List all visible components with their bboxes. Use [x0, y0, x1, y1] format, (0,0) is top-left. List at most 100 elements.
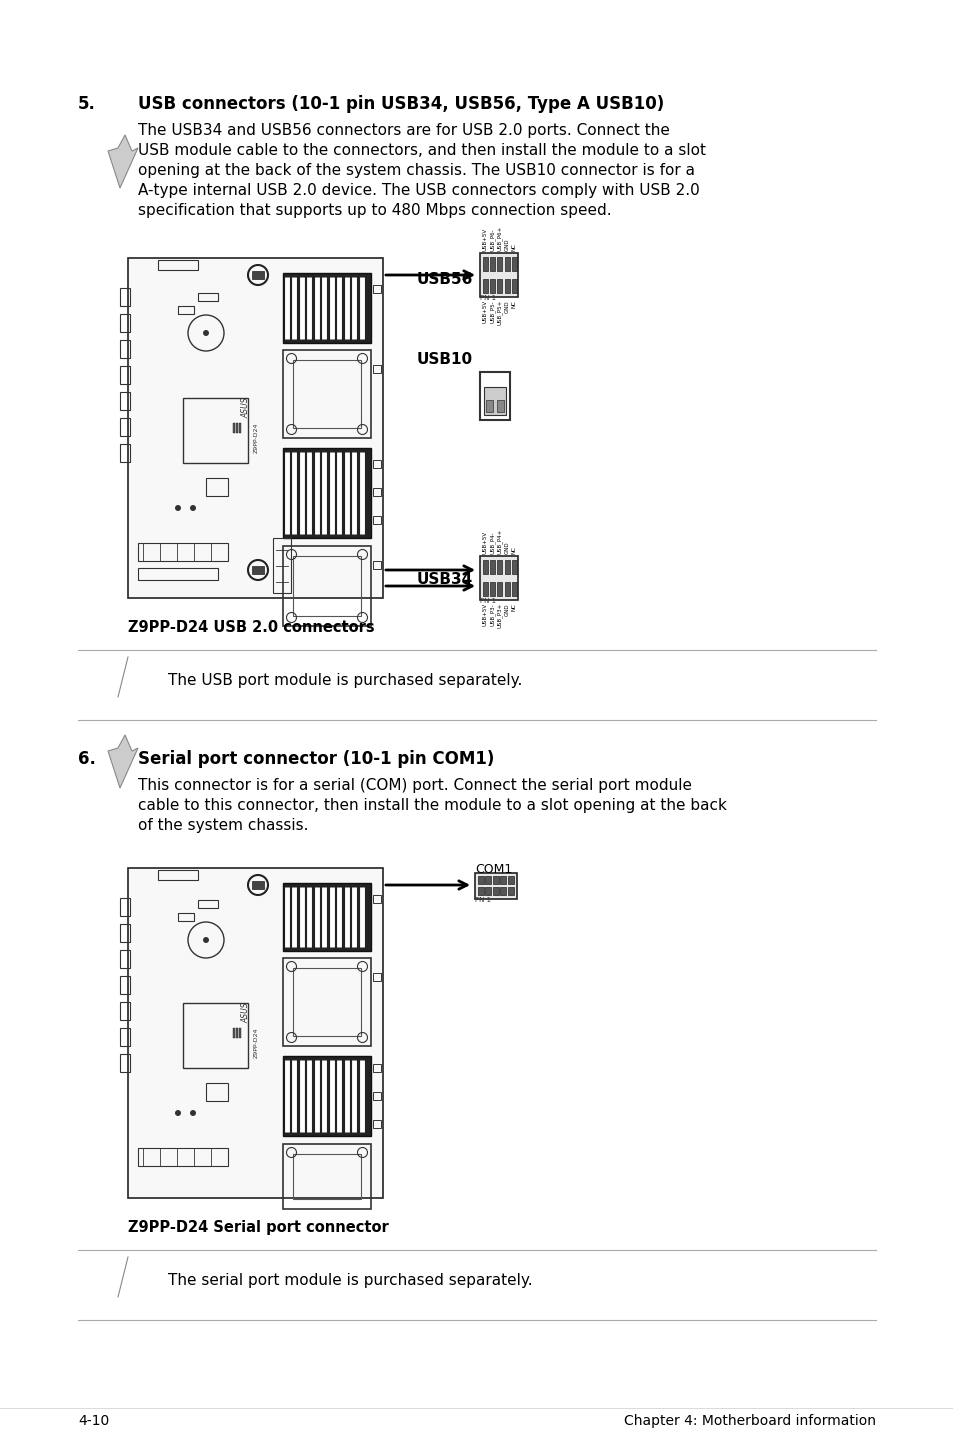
Bar [373, 460, 380, 467]
Bar [198, 900, 218, 907]
Text: Z9PP-D24 USB 2.0 connectors: Z9PP-D24 USB 2.0 connectors [128, 620, 375, 636]
Bar [158, 260, 198, 270]
Text: A-type internal USB 2.0 device. The USB connectors comply with USB 2.0: A-type internal USB 2.0 device. The USB … [138, 183, 699, 198]
Text: 5.: 5. [78, 95, 95, 114]
Text: The USB port module is purchased separately.: The USB port module is purchased separat… [168, 673, 522, 687]
Bar [490, 582, 495, 595]
Text: NC: NC [511, 243, 517, 252]
Text: USB_P4+: USB_P4+ [497, 529, 502, 554]
Bar [485, 400, 493, 413]
Bar [120, 393, 130, 410]
Polygon shape [108, 735, 138, 788]
Bar [283, 349, 371, 439]
Bar [120, 951, 130, 968]
Bar [178, 306, 193, 313]
Text: NC: NC [511, 603, 517, 611]
Text: USB+5V: USB+5V [482, 603, 488, 626]
Text: USB+5V: USB+5V [482, 301, 488, 324]
Bar [283, 958, 371, 1045]
Text: PN 1: PN 1 [479, 295, 496, 301]
Text: USB_P6-: USB_P6- [489, 229, 495, 252]
Text: GND: GND [504, 239, 509, 252]
Bar [511, 279, 517, 293]
Bar [283, 449, 371, 538]
Bar [373, 1064, 380, 1071]
Bar [120, 925, 130, 942]
Bar [373, 1091, 380, 1100]
Bar [206, 477, 228, 496]
Bar [504, 257, 509, 270]
Polygon shape [108, 135, 138, 188]
Bar [482, 559, 488, 574]
Circle shape [190, 505, 195, 510]
Bar [239, 1028, 241, 1038]
Bar [138, 568, 218, 580]
Bar [500, 876, 506, 884]
Bar [485, 887, 491, 894]
Circle shape [174, 505, 181, 510]
Bar [120, 418, 130, 436]
Bar [120, 288, 130, 306]
Bar [373, 561, 380, 569]
Bar [497, 257, 502, 270]
Circle shape [203, 329, 209, 336]
Text: USB56: USB56 [416, 272, 473, 288]
Text: NC: NC [511, 546, 517, 554]
Bar [293, 360, 360, 429]
Bar [511, 582, 517, 595]
Text: 4-10: 4-10 [78, 1414, 110, 1428]
Text: ASUS: ASUS [241, 398, 251, 418]
Bar [479, 557, 517, 600]
Bar [497, 279, 502, 293]
Bar [507, 876, 514, 884]
Bar [483, 387, 505, 416]
Bar [504, 279, 509, 293]
Bar [373, 894, 380, 903]
Text: Serial port connector (10-1 pin COM1): Serial port connector (10-1 pin COM1) [138, 751, 494, 768]
Bar [128, 257, 382, 598]
Bar [507, 887, 514, 894]
Text: ASUS: ASUS [241, 1002, 251, 1024]
Text: USB_P3+: USB_P3+ [497, 603, 502, 628]
Text: USB_P5-: USB_P5- [489, 301, 495, 322]
Bar [235, 1028, 238, 1038]
Text: USB10: USB10 [416, 352, 473, 368]
Bar [120, 1002, 130, 1020]
Text: GND: GND [504, 541, 509, 554]
Bar [239, 423, 241, 433]
Text: USB module cable to the connectors, and then install the module to a slot: USB module cable to the connectors, and … [138, 142, 705, 158]
Circle shape [203, 938, 209, 943]
Text: Z9PP-D24: Z9PP-D24 [253, 1028, 258, 1058]
Bar [477, 876, 483, 884]
Bar [485, 876, 491, 884]
Bar [235, 423, 238, 433]
Text: USB34: USB34 [416, 572, 473, 588]
Bar [283, 546, 371, 626]
Bar [497, 400, 503, 413]
Bar [120, 897, 130, 916]
Text: Chapter 4: Motherboard information: Chapter 4: Motherboard information [623, 1414, 875, 1428]
Bar [511, 559, 517, 574]
Bar [233, 423, 235, 433]
Bar [511, 257, 517, 270]
Bar [373, 516, 380, 523]
Text: USB_P5+: USB_P5+ [497, 301, 502, 325]
Bar [283, 1055, 371, 1136]
Bar [283, 883, 371, 951]
Bar [477, 887, 483, 894]
Bar [252, 567, 264, 574]
Bar [120, 1028, 130, 1045]
Text: USB+5V: USB+5V [482, 227, 488, 252]
Bar [497, 582, 502, 595]
Text: Z9PP-D24: Z9PP-D24 [253, 423, 258, 453]
Bar [504, 582, 509, 595]
Bar [490, 279, 495, 293]
Text: This connector is for a serial (COM) port. Connect the serial port module: This connector is for a serial (COM) por… [138, 778, 691, 792]
Bar [158, 870, 198, 880]
Bar [293, 1155, 360, 1199]
Bar [252, 881, 264, 889]
Text: NC: NC [511, 301, 517, 308]
Bar [252, 270, 264, 279]
Circle shape [174, 1110, 181, 1116]
Bar [293, 557, 360, 615]
